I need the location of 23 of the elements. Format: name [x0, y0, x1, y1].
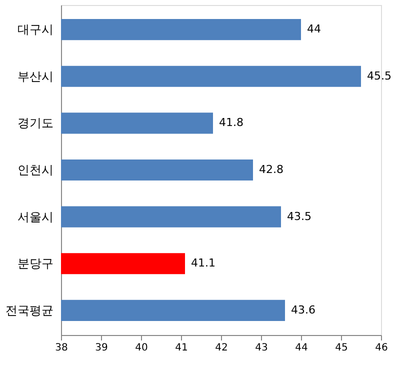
x-tick-label: 41: [175, 342, 188, 354]
x-tick-label: 46: [375, 342, 388, 354]
y-tick-label: 분당구: [18, 256, 54, 271]
data-label: 42.8: [259, 163, 284, 176]
x-tick-label: 43: [255, 342, 268, 354]
y-tick-label: 전국평균: [6, 303, 54, 318]
y-tick-label: 대구시: [18, 22, 54, 37]
x-tick-label: 45: [335, 342, 348, 354]
x-tick-label: 38: [55, 342, 68, 354]
data-label: 41.8: [219, 116, 244, 130]
x-tick-label: 39: [95, 342, 108, 354]
y-tick-label: 경기도: [18, 116, 54, 130]
x-tick-label: 42: [215, 342, 228, 354]
data-label: 45.5: [367, 69, 392, 82]
x-tick-label: 40: [135, 342, 148, 354]
data-label: 43.6: [291, 303, 316, 316]
y-tick-label: 인천시: [18, 163, 54, 177]
y-tick-label: 서울시: [18, 210, 54, 224]
data-label: 44: [307, 22, 321, 36]
x-tick-label: 44: [295, 342, 308, 354]
data-label: 41.1: [191, 256, 216, 270]
data-label: 43.5: [287, 210, 312, 223]
y-tick-label: 부산시: [18, 69, 54, 84]
